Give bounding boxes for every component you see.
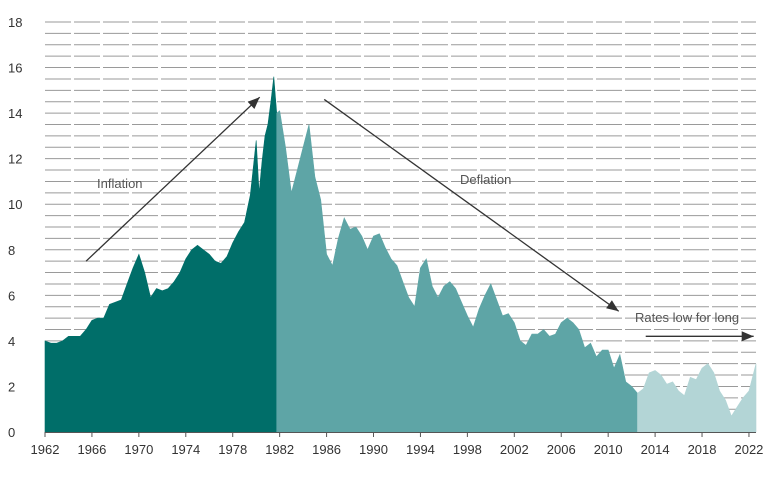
x-tick-label: 1974 — [171, 442, 200, 457]
y-tick-label: 4 — [8, 334, 15, 349]
y-tick-label: 16 — [8, 61, 22, 76]
x-tick-label: 1982 — [265, 442, 294, 457]
x-tick-label: 2002 — [500, 442, 529, 457]
y-tick-label: 14 — [8, 106, 22, 121]
y-tick-label: 12 — [8, 152, 22, 167]
inflation-label: Inflation — [97, 176, 143, 191]
x-tick-label: 2010 — [594, 442, 623, 457]
deflation-label: Deflation — [460, 172, 511, 187]
x-tick-label: 1986 — [312, 442, 341, 457]
x-tick-label: 1978 — [218, 442, 247, 457]
x-tick-label: 1970 — [124, 442, 153, 457]
x-tick-label: 2022 — [734, 442, 763, 457]
rates-low-label: Rates low for long — [635, 310, 739, 325]
rates-low-arrow — [645, 331, 754, 342]
x-tick-label: 1994 — [406, 442, 435, 457]
axes: 0 2 4 6 8 10 12 14 16 18 1962 1966 1970 1974 1978 1982 1… — [8, 15, 763, 457]
inflation-arrow-head — [247, 97, 260, 109]
x-tick-label: 2006 — [547, 442, 576, 457]
x-tick-label: 2018 — [688, 442, 717, 457]
area-series-2 — [276, 110, 638, 433]
plot-areas — [44, 76, 757, 433]
deflation-arrow-head — [606, 300, 619, 312]
y-tick-label: 0 — [8, 425, 15, 440]
x-tick-label: 1962 — [31, 442, 60, 457]
y-tick-label: 18 — [8, 15, 22, 30]
y-tick-label: 6 — [8, 288, 15, 303]
deflation-arrow-line — [323, 98, 620, 312]
inflation-arrow-line — [85, 96, 261, 262]
y-tick-label: 8 — [8, 243, 15, 258]
x-tick-label: 1998 — [453, 442, 482, 457]
x-tick-label: 1966 — [77, 442, 106, 457]
x-tick-label: 2014 — [641, 442, 670, 457]
inflation-arrow — [85, 96, 261, 262]
annotations: Inflation Deflation Rates low for long — [85, 96, 754, 342]
y-tick-label: 10 — [8, 197, 22, 212]
area-series-3 — [637, 363, 757, 433]
deflation-arrow — [323, 98, 620, 312]
rates-low-arrow-head — [741, 331, 754, 342]
x-tick-label: 1990 — [359, 442, 388, 457]
area-series-1 — [44, 76, 277, 433]
y-tick-label: 2 — [8, 379, 15, 394]
